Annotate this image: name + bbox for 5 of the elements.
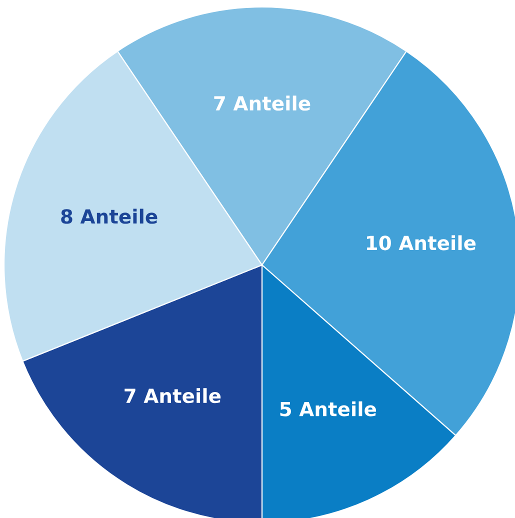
data-label: 8 Anteile bbox=[61, 208, 158, 224]
data-label: 10 Anteile bbox=[367, 235, 476, 250]
data-label: 7 Anteile bbox=[124, 388, 221, 404]
data-label: 5 Anteile bbox=[280, 401, 376, 416]
data-label: 7 Anteile bbox=[214, 96, 310, 111]
